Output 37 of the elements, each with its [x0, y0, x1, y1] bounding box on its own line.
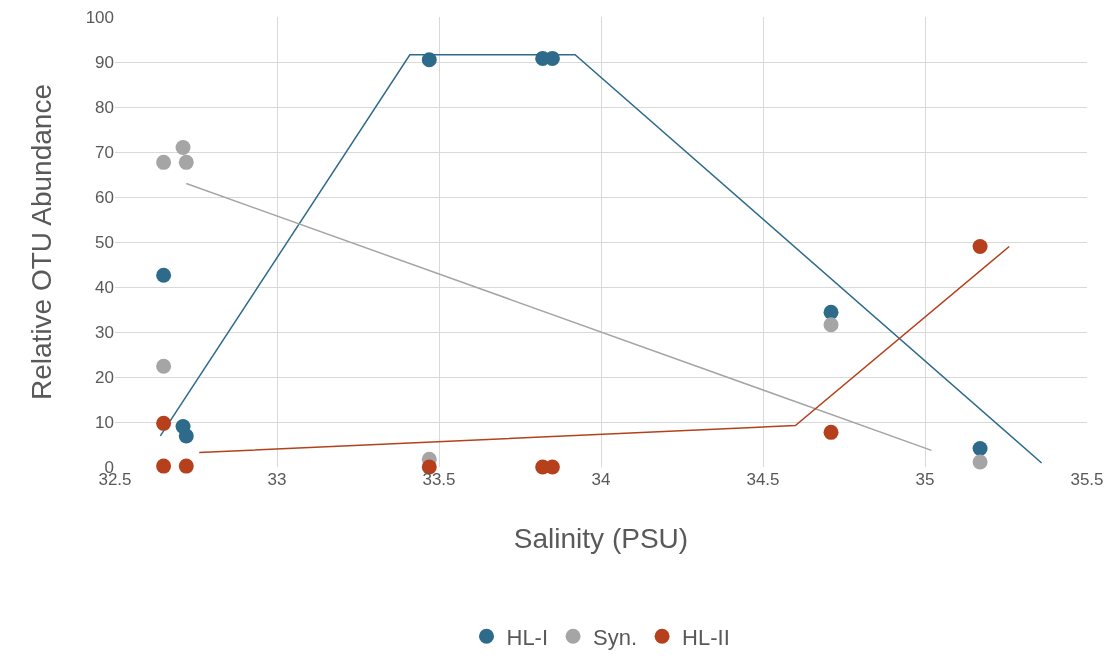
point — [178, 428, 194, 444]
point — [156, 358, 172, 374]
point — [421, 52, 437, 68]
y-tick-label: 40 — [95, 277, 114, 297]
point — [156, 267, 172, 283]
y-tick-label: 100 — [85, 7, 114, 27]
point — [972, 441, 988, 457]
point — [175, 140, 191, 155]
legend-label: Syn. — [593, 624, 638, 650]
point — [156, 458, 172, 474]
x-axis-title: Salinity (PSU) — [513, 523, 689, 555]
point — [156, 154, 172, 170]
legend-label: HL-I — [506, 624, 549, 650]
point — [156, 415, 172, 431]
point — [972, 454, 988, 470]
x-tick-label: 33 — [267, 470, 287, 489]
y-tick-label: 30 — [95, 322, 114, 342]
y-axis-title: Relative OTU Abundance — [26, 84, 58, 400]
point — [823, 424, 839, 440]
y-tick-label: 90 — [95, 52, 114, 72]
x-tick-label: 35 — [915, 470, 935, 489]
x-tick-label: 34 — [591, 470, 611, 489]
y-tick-label: 50 — [95, 232, 114, 252]
y-tick-label: 20 — [95, 367, 114, 387]
x-tick-label: 34.5 — [746, 470, 780, 489]
y-tick-label: 80 — [95, 97, 114, 117]
point — [823, 317, 839, 333]
y-tick-label: 10 — [95, 412, 114, 432]
point — [178, 458, 194, 474]
legend-label: HL-II — [682, 624, 730, 650]
point — [972, 239, 988, 254]
point — [823, 304, 839, 320]
x-tick-label: 33.5 — [422, 470, 456, 489]
y-tick-label: 70 — [95, 142, 114, 162]
x-tick-label: 35.5 — [1070, 470, 1104, 489]
y-tick-label: 60 — [95, 187, 114, 207]
point — [178, 154, 194, 170]
